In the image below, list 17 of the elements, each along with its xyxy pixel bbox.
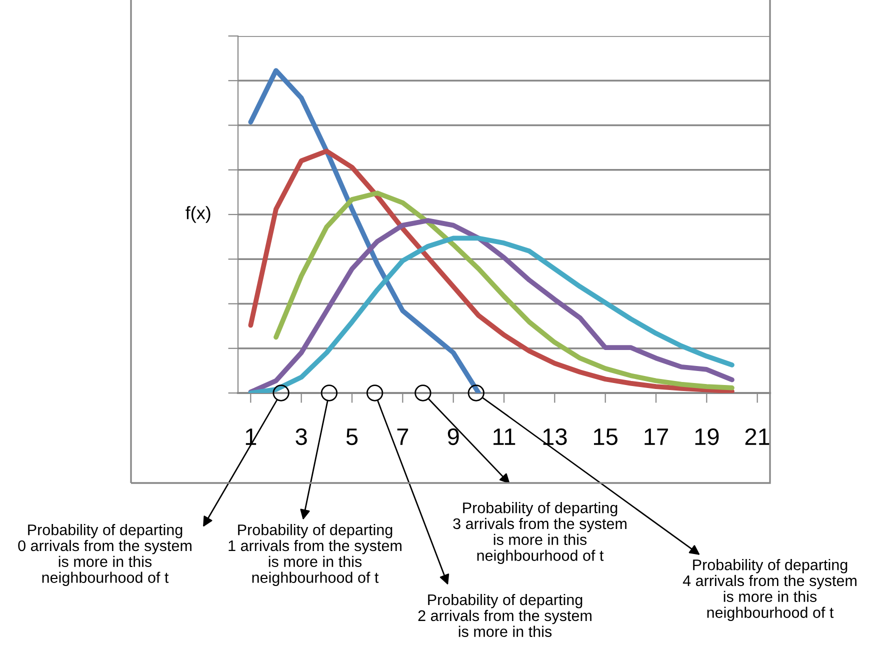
x-tick-label: 19 bbox=[695, 428, 719, 446]
x-tick-label: 11 bbox=[494, 428, 516, 445]
annotation: Probability of departing 1 arrivals from the system is more in this neighbourhood of t bbox=[228, 524, 402, 586]
x-tick-label: 17 bbox=[644, 428, 668, 445]
x-tick-label: 5 bbox=[346, 428, 358, 446]
x-tick-label: 1 bbox=[246, 428, 256, 445]
x-tick-label: 13 bbox=[543, 428, 567, 446]
x-tick-label: 9 bbox=[448, 428, 459, 446]
annotation: Probability of departing 0 arrivals from the system is more in this neighbourhood of t bbox=[18, 524, 192, 586]
y-axis-title: f(x) bbox=[186, 206, 210, 223]
annotation: Probability of departing 2 arrivals from the system is more in this bbox=[418, 594, 592, 638]
annotation: Probability of departing 3 arrivals from the system is more in this neighbourhood of t bbox=[453, 502, 626, 564]
annotation: Probability of departing 4 arrivals from the system is more in this neighbourhood of t bbox=[682, 559, 856, 621]
x-tick-label: 15 bbox=[594, 428, 618, 446]
x-tick-label: 21 bbox=[745, 428, 770, 445]
x-tick-label: 7 bbox=[397, 428, 408, 445]
x-tick-label: 3 bbox=[296, 428, 307, 446]
